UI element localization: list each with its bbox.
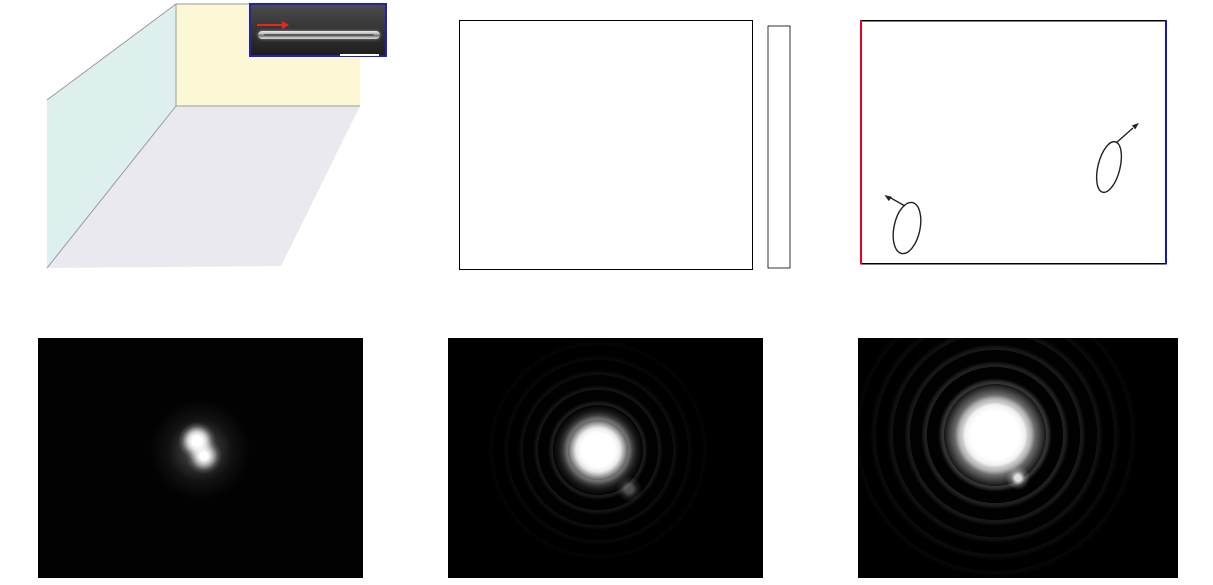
lasing-spot bbox=[940, 380, 1050, 490]
pump-power-label bbox=[1164, 539, 1166, 570]
pump-power-label bbox=[749, 539, 751, 570]
nanowire-image bbox=[258, 31, 380, 39]
mode-image-below-threshold bbox=[38, 338, 363, 578]
mode-image-above-threshold bbox=[858, 338, 1178, 578]
scalebar-line bbox=[340, 54, 379, 56]
floor bbox=[47, 106, 360, 268]
plot-frame bbox=[860, 20, 1167, 265]
emission-heatmap bbox=[460, 21, 752, 269]
growth-direction-arrow bbox=[257, 24, 283, 26]
colorbar bbox=[767, 25, 791, 269]
growth-direction-arrowhead bbox=[282, 20, 289, 29]
panel-b-heatmap-axes bbox=[459, 20, 791, 270]
lasing-spot bbox=[553, 405, 643, 495]
sem-inset bbox=[249, 3, 387, 57]
mode-image-at-threshold bbox=[448, 338, 763, 578]
heatmap-frame bbox=[459, 20, 753, 270]
panel-c-threshold-plot bbox=[860, 20, 1167, 265]
left-axis-indicator bbox=[884, 195, 922, 255]
right-axis-indicator bbox=[1095, 123, 1139, 194]
left-wall bbox=[47, 4, 176, 268]
pump-power-label bbox=[349, 539, 351, 570]
